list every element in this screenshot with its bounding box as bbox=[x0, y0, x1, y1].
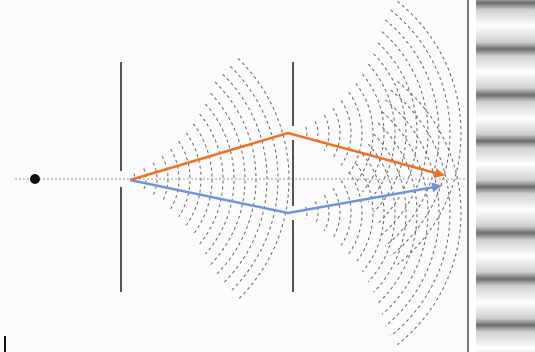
wavefront bbox=[355, 163, 374, 263]
wavefront bbox=[390, 89, 451, 337]
wavefront bbox=[199, 113, 224, 245]
wavefront bbox=[390, 9, 451, 257]
wavefront bbox=[384, 19, 440, 247]
wavefront bbox=[314, 201, 319, 225]
wavefront bbox=[384, 99, 440, 327]
wavefront bbox=[348, 92, 363, 174]
point-source bbox=[30, 174, 40, 184]
wavefront bbox=[381, 31, 429, 235]
wavefront bbox=[355, 83, 374, 183]
wavefront bbox=[323, 114, 330, 152]
path-arrow bbox=[129, 131, 445, 182]
path-arrow bbox=[129, 178, 442, 215]
wavefront bbox=[161, 155, 169, 203]
wavefront bbox=[373, 133, 407, 293]
wavefront bbox=[305, 126, 308, 140]
wavefront bbox=[373, 53, 407, 213]
wavefront bbox=[185, 132, 202, 226]
wavefront bbox=[143, 168, 147, 190]
wavefront bbox=[332, 187, 341, 239]
wavefront bbox=[170, 148, 180, 210]
wavefront bbox=[367, 63, 396, 203]
wavefront bbox=[323, 194, 330, 232]
wavefront bbox=[222, 73, 268, 285]
wavefront bbox=[314, 121, 319, 145]
wavefront bbox=[305, 206, 308, 220]
wavefront bbox=[178, 140, 191, 218]
wavefront bbox=[332, 107, 341, 159]
wavefront bbox=[367, 143, 396, 283]
wavefront bbox=[210, 92, 246, 266]
interference-fringes bbox=[476, 0, 535, 352]
wavefront bbox=[340, 180, 352, 246]
wavefront bbox=[133, 173, 136, 185]
wavefront bbox=[214, 81, 257, 277]
wavefront bbox=[152, 162, 158, 196]
wavefront bbox=[348, 172, 363, 254]
wavefront bbox=[340, 100, 352, 166]
wavefront bbox=[192, 123, 213, 235]
wavefront bbox=[381, 111, 429, 315]
wavefront bbox=[397, 1, 462, 265]
wavefront bbox=[397, 81, 462, 345]
